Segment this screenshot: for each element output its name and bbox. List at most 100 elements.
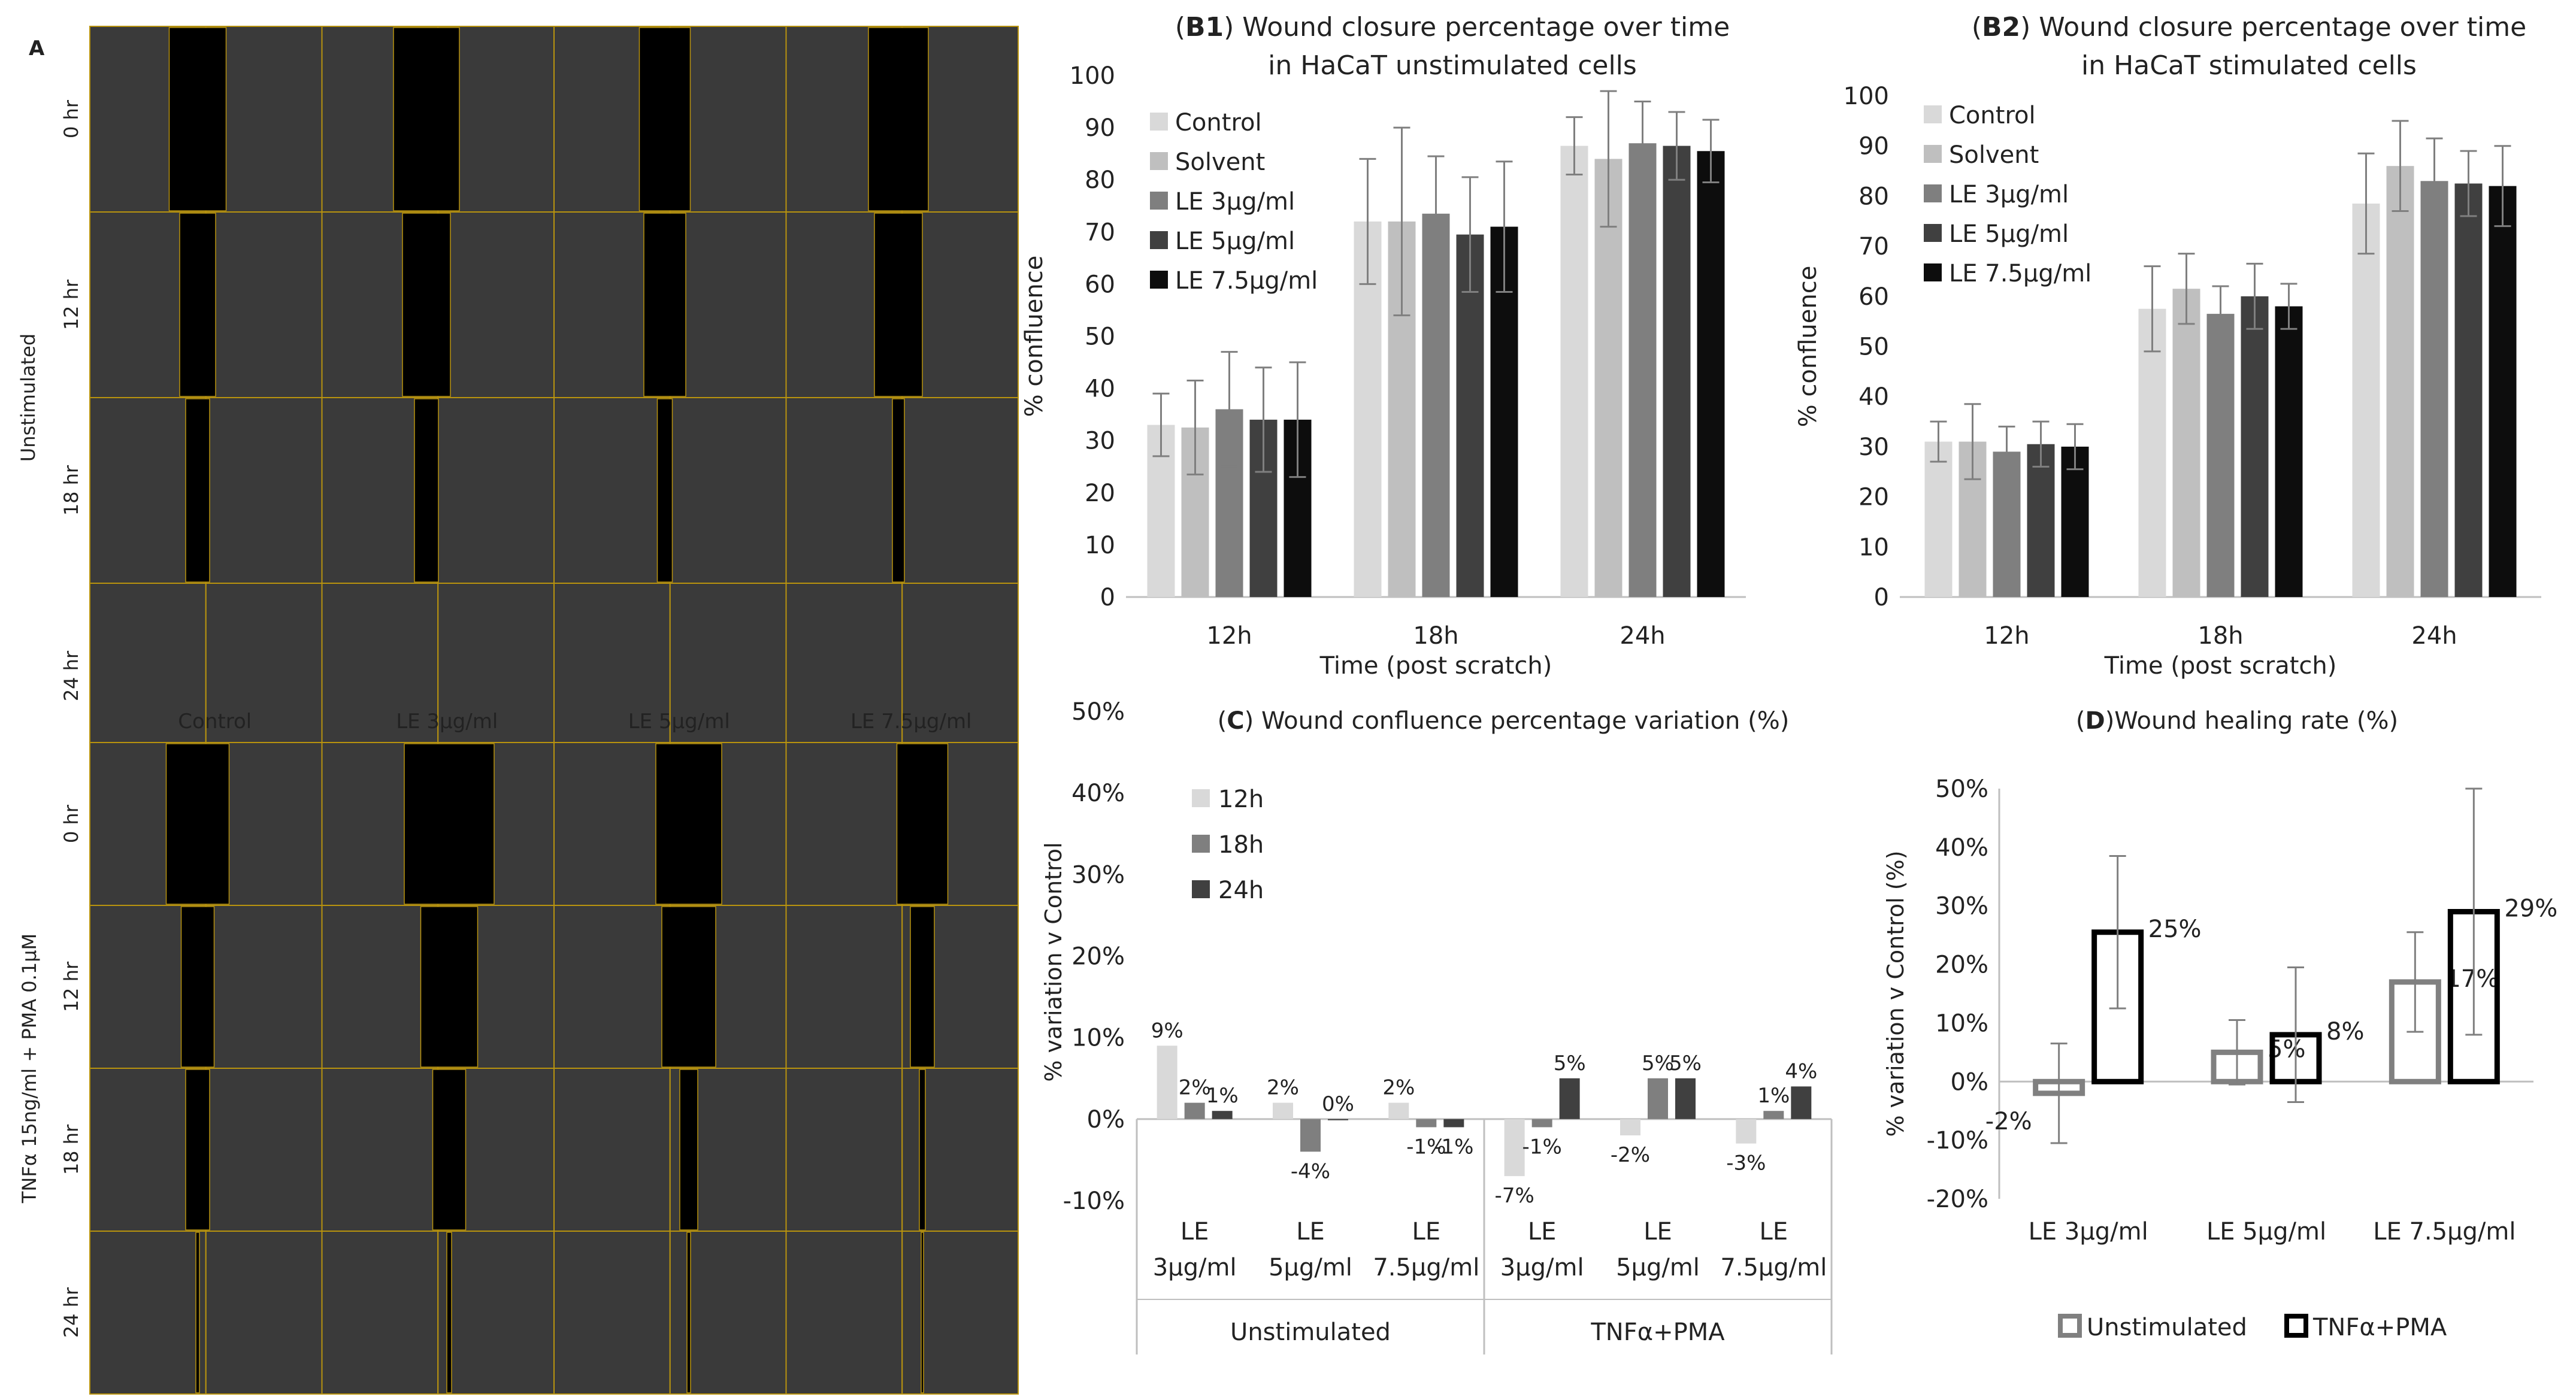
micrograph-tile (205, 1231, 323, 1395)
data-label: -4% (1291, 1159, 1330, 1183)
micrograph-tile (553, 1231, 671, 1395)
y-tick-label: 50% (1935, 775, 1988, 803)
scratch-wound (185, 1069, 210, 1231)
bar (1697, 151, 1725, 598)
legend-label: LE 7.5µg/ml (1175, 267, 1318, 295)
bar (2061, 446, 2089, 597)
legend-swatch (1924, 105, 1942, 123)
legend-label: LE 7.5µg/ml (1949, 260, 2091, 287)
scratch-wound (414, 398, 439, 583)
micrograph-tile (785, 397, 903, 584)
panel-a-column-label: LE 3µg/ml (396, 710, 498, 734)
bar (1560, 146, 1588, 597)
panel-a-unstimulated-grid: Control LE 3µg/ml LE 5µg/ml LE 7.5µg/ml 0 hr… (17, 26, 1019, 769)
panel-a-column-label: LE 5µg/ml (628, 710, 730, 734)
chart-title-paren: ( (1218, 707, 1227, 735)
scratch-wound (910, 906, 935, 1068)
bar (1416, 1119, 1437, 1128)
chart-title-letter: D (2085, 707, 2105, 735)
y-tick-label: -10% (1063, 1187, 1125, 1215)
panel-a-column-label: LE 7.5µg/ml (850, 710, 972, 734)
micrograph-tile (437, 397, 555, 584)
legend-swatch (1924, 263, 1942, 281)
x-tick-label: 5µg/ml (1616, 1254, 1700, 1281)
y-tick-label: 40 (1085, 375, 1115, 403)
bar (1924, 441, 1953, 597)
y-axis-label: % variation v Control (%) (1882, 850, 1909, 1137)
legend-label: Unstimulated (2087, 1314, 2247, 1341)
data-label: 0% (1322, 1092, 1354, 1116)
scratch-wound (679, 1069, 698, 1231)
chart-title-letter: C (1227, 707, 1244, 735)
data-label: 5% (1642, 1051, 1674, 1075)
chart-title: (C) Wound confluence percentage variatio… (1218, 707, 1790, 735)
legend-label: Solvent (1949, 141, 2039, 169)
x-tick-label: 12h (1206, 622, 1252, 650)
bar (1212, 1111, 1233, 1119)
y-tick-label: 80 (1858, 183, 1889, 210)
chart-title-letter: B1 (1185, 12, 1224, 43)
scratch-wound (168, 27, 227, 211)
panel-a-timepoint-label: 24 hr (60, 1287, 83, 1338)
legend-label: LE 5µg/ml (1949, 220, 2069, 248)
chart-title: (D)Wound healing rate (%) (2076, 707, 2398, 735)
panel-a-timepoint-label: 12 hr (60, 279, 83, 330)
x-tick-label: 7.5µg/ml (1373, 1254, 1479, 1281)
data-label: -7% (1495, 1184, 1534, 1208)
y-tick-label: 90 (1085, 114, 1115, 142)
bar (1328, 1119, 1348, 1120)
bar (1559, 1078, 1580, 1119)
scratch-wound (686, 1232, 691, 1393)
chart-b1-unstimulated-closure: (B1) Wound closure percentage over time i… (1021, 12, 1746, 680)
bar (1300, 1119, 1321, 1152)
data-label: 1% (1206, 1084, 1239, 1108)
micrograph-tile (553, 397, 671, 584)
x-tick-label: 7.5µg/ml (1720, 1254, 1827, 1281)
chart-title-paren: ( (2076, 707, 2085, 735)
micrograph-tile (89, 583, 207, 769)
y-axis-label: % confluence (1794, 266, 1822, 428)
legend-label: LE 3µg/ml (1175, 188, 1295, 216)
chart-title-letter: B2 (1982, 12, 2020, 43)
micrograph-tile (321, 1231, 439, 1395)
data-label: 9% (1151, 1019, 1183, 1043)
data-label: 25% (2148, 916, 2202, 943)
legend-label: 12h (1218, 786, 1264, 813)
data-label: -2% (1611, 1143, 1650, 1167)
bar (2454, 183, 2483, 598)
legend-label: 24h (1218, 877, 1264, 904)
legend-swatch (1192, 835, 1210, 853)
micrograph-tile (785, 742, 903, 906)
y-tick-label: 50 (1085, 323, 1115, 351)
scratch-wound (402, 213, 451, 397)
legend-swatch (1924, 224, 1942, 242)
group-label: TNFα+PMA (1590, 1319, 1725, 1346)
y-tick-label: 100 (1070, 62, 1115, 90)
x-tick-label: LE (1412, 1218, 1441, 1246)
data-label: -1% (1522, 1135, 1562, 1159)
bar (1663, 146, 1691, 597)
y-tick-label: 50 (1858, 334, 1889, 361)
x-tick-label: 18h (1413, 622, 1458, 650)
y-tick-label: 40% (1935, 834, 1988, 862)
x-tick-label: 12h (1984, 622, 2029, 650)
micrograph-tile (901, 1231, 1019, 1395)
legend-swatch (1150, 113, 1168, 131)
scratch-wound (420, 906, 479, 1068)
bar (1531, 1119, 1552, 1128)
panel-a-group-label: Unstimulated (17, 334, 40, 462)
x-tick-label: 18h (2197, 622, 2243, 650)
micrograph-tile (785, 905, 903, 1069)
bar (2352, 203, 2380, 598)
y-tick-label: 40 (1858, 383, 1889, 411)
data-label: 8% (2326, 1018, 2364, 1046)
scratch-wound (446, 1232, 452, 1393)
micrograph-tile (553, 905, 671, 1069)
micrograph-tile (321, 1068, 439, 1232)
micrograph-tile (669, 583, 787, 769)
scratch-wound (185, 398, 210, 583)
chart-title-text: ) Wound closure percentage over time (1224, 12, 1730, 43)
bar (2275, 306, 2303, 597)
x-tick-label: 3µg/ml (1153, 1254, 1237, 1281)
data-label: 5% (1669, 1051, 1702, 1075)
